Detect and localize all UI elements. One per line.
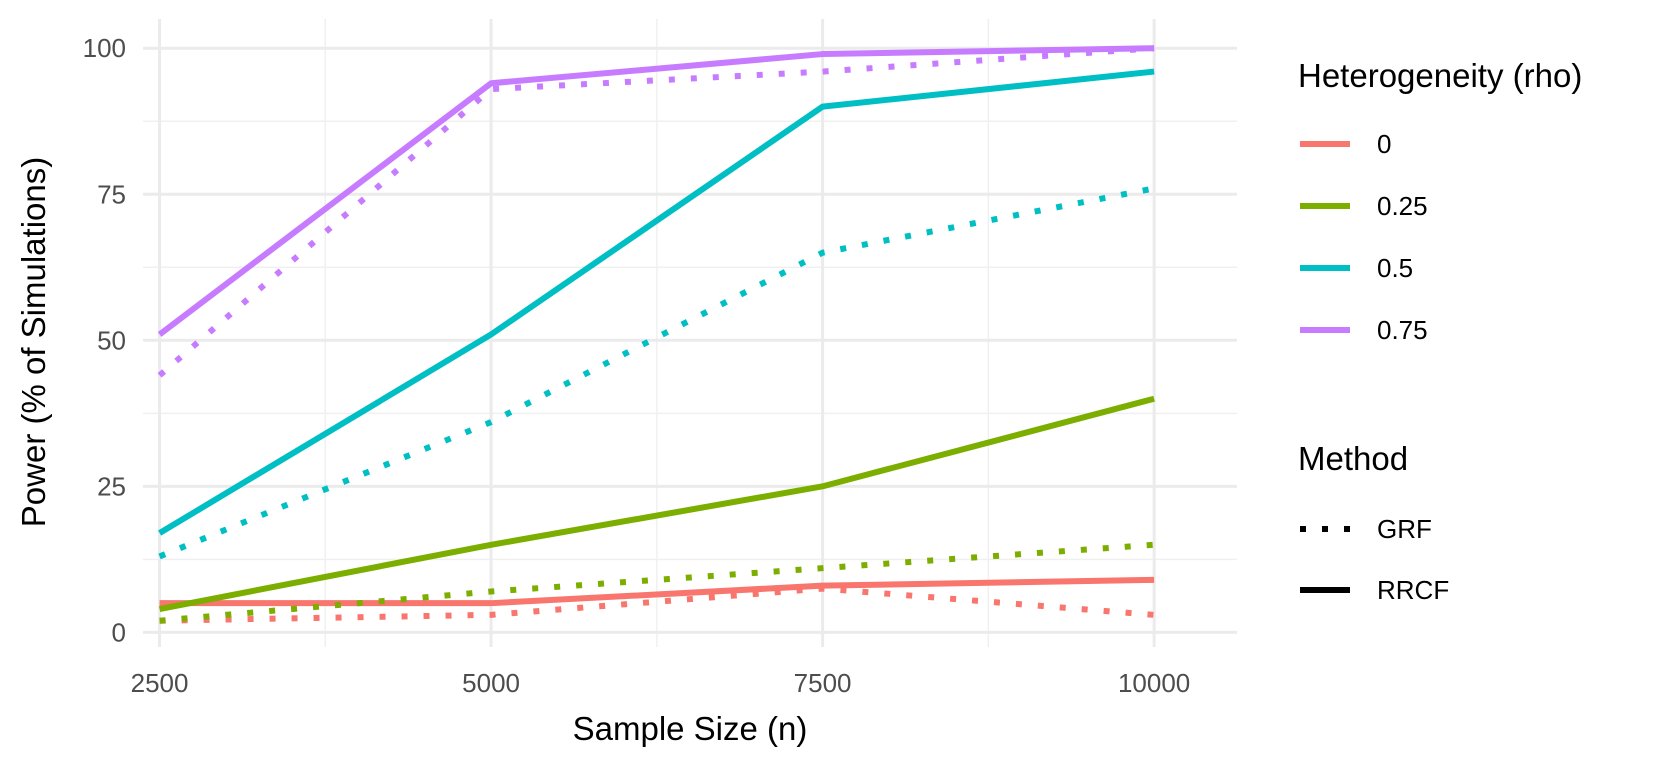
y-tick-label: 0 xyxy=(112,617,126,647)
legend-color-label: 0.5 xyxy=(1377,253,1413,283)
x-axis-title: Sample Size (n) xyxy=(573,710,808,747)
legend-color-label: 0 xyxy=(1377,129,1391,159)
legend-linetype-title: Method xyxy=(1298,440,1408,477)
series-line-rrcf-rho-0-25 xyxy=(159,395,1155,612)
legend-linetype-entries: GRF RRCF xyxy=(1300,514,1449,605)
series-line-rrcf-rho-0-5 xyxy=(158,68,1155,536)
y-tick-label: 100 xyxy=(83,33,126,63)
legend-linetype-label: RRCF xyxy=(1377,575,1449,605)
series-line-rrcf-rho-0-75 xyxy=(157,45,1155,337)
legend-color-label: 0.75 xyxy=(1377,315,1428,345)
x-tick-label: 10000 xyxy=(1118,668,1190,698)
minor-gridlines xyxy=(143,19,1237,647)
x-tick-label: 7500 xyxy=(794,668,852,698)
series-line-grf-rho-0-5 xyxy=(158,185,1155,560)
legend-linetype-label: GRF xyxy=(1377,514,1432,544)
major-gridlines xyxy=(143,19,1237,647)
y-tick-label: 50 xyxy=(97,325,126,355)
series-line-rrcf-rho-0 xyxy=(159,576,1155,607)
x-axis-tick-labels: 2500 5000 7500 10000 xyxy=(131,668,1191,698)
y-tick-label: 75 xyxy=(97,179,126,209)
legend-color-title: Heterogeneity (rho) xyxy=(1298,57,1582,94)
legend: Heterogeneity (rho) 00.250.50.75 Method … xyxy=(1298,57,1582,605)
y-axis-tick-labels: 0 25 50 75 100 xyxy=(83,33,126,647)
y-tick-label: 25 xyxy=(97,471,126,501)
legend-color-label: 0.25 xyxy=(1377,191,1428,221)
x-tick-label: 5000 xyxy=(462,668,520,698)
series-lines xyxy=(157,45,1155,624)
x-tick-label: 2500 xyxy=(131,668,189,698)
legend-color-entries: 0 0.25 0.5 0.75 xyxy=(1300,129,1428,345)
y-axis-title: Power (% of Simulations) xyxy=(15,157,52,527)
